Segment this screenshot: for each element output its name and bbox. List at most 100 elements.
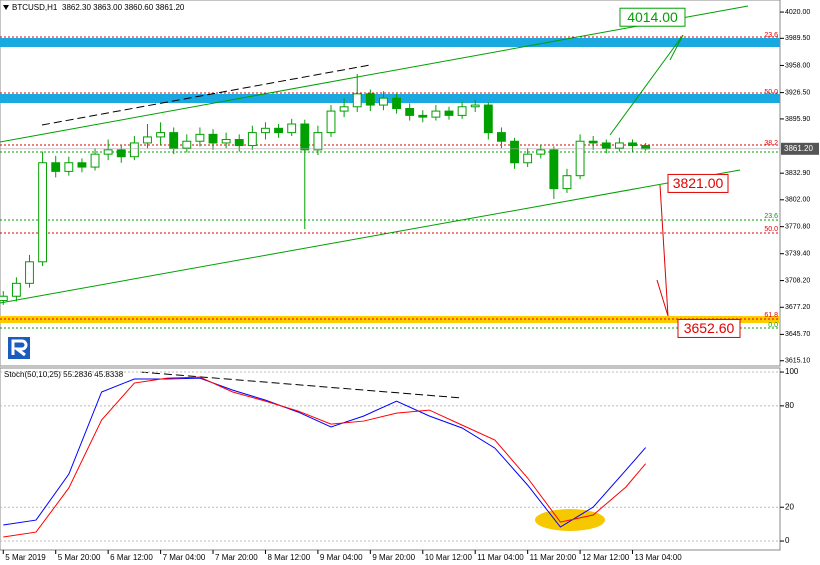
- candle-body: [444, 110, 454, 116]
- annotation-box: [677, 318, 741, 338]
- candle-body: [536, 149, 546, 155]
- annotation-box: [619, 7, 686, 27]
- y-tick-label: 100: [785, 367, 799, 376]
- candle-body: [510, 140, 519, 164]
- x-tick-label: 9 Mar 04:00: [320, 553, 363, 562]
- candle-body: [116, 149, 126, 158]
- y-tick-label: 3832.90: [785, 170, 810, 177]
- y-tick-label: 3708.20: [785, 277, 810, 284]
- candle-body: [457, 106, 467, 116]
- last-price-box: [781, 142, 819, 155]
- candle-body: [261, 127, 270, 134]
- divergence-line: [139, 371, 463, 399]
- candle-body: [418, 114, 428, 118]
- candle-body: [247, 132, 257, 147]
- annotation-label: 3821.00: [673, 175, 724, 191]
- fib-label: 61.8: [764, 312, 778, 319]
- candle-body: [195, 133, 205, 142]
- y-tick-label: 3989.50: [785, 35, 810, 42]
- x-tick-label: 8 Mar 12:00: [267, 553, 310, 562]
- symbol: BTCUSD,H1: [12, 3, 58, 12]
- y-tick-label: 3645.70: [785, 331, 810, 338]
- fib-label: 23.6: [764, 32, 778, 39]
- x-tick-label: 13 Mar 04:00: [635, 553, 683, 562]
- candle-body: [339, 106, 349, 112]
- candle-body: [208, 133, 218, 144]
- fib-labels: 23.6 50.0 38.2 23.6 50.0 61.8 0.0: [764, 32, 778, 329]
- arrow-head: [669, 34, 684, 61]
- candle-body: [614, 142, 624, 149]
- candle-body: [326, 110, 336, 134]
- candle-body: [405, 108, 415, 116]
- resistance-zone: [0, 38, 780, 47]
- y-tick-label: 3802.00: [785, 197, 810, 204]
- candle-body: [470, 104, 480, 108]
- price-panel: [0, 0, 781, 367]
- menu-arrow: [3, 5, 9, 10]
- x-tick-label: 7 Mar 04:00: [163, 553, 206, 562]
- annotations: 4014.00 3821.00 3652.60: [619, 7, 741, 338]
- x-tick-label: 7 Mar 20:00: [215, 553, 258, 562]
- arrow-down: [659, 184, 669, 317]
- candle-body: [392, 97, 401, 110]
- candle-body: [11, 282, 21, 297]
- annotation-label: 3652.60: [684, 320, 735, 336]
- annotation-box: [667, 173, 729, 193]
- logo: [8, 337, 30, 359]
- quote: 3862.30 3863.00 3860.60 3861.20: [62, 3, 185, 12]
- candle-body: [143, 136, 152, 144]
- channel-lower: [0, 169, 741, 304]
- last-price-label: 3861.20: [784, 144, 813, 153]
- arrows-down: [656, 184, 669, 317]
- x-tick-label: 5 Mar 2019: [5, 553, 46, 562]
- candle-body: [287, 123, 297, 134]
- candle-body: [169, 132, 179, 149]
- y-tick-label: 80: [785, 401, 794, 410]
- fib-label: 50.0: [764, 226, 778, 233]
- candle-body: [274, 127, 284, 134]
- candle-body: [64, 162, 74, 172]
- candle-body: [575, 140, 585, 177]
- y-tick-label: 3615.10: [785, 358, 810, 365]
- candle-body: [601, 142, 611, 149]
- fib-label: 23.6: [764, 213, 778, 220]
- x-tick-label: 6 Mar 12:00: [110, 553, 153, 562]
- candle-body: [25, 261, 34, 284]
- candle-body: [496, 132, 506, 142]
- arrow-up: [609, 34, 684, 136]
- candle-body: [588, 140, 598, 144]
- candle-body: [51, 162, 61, 172]
- candle-body: [129, 142, 139, 158]
- stoch-line: [3, 377, 647, 528]
- channel: [0, 5, 749, 304]
- stoch-title: Stoch(50,10,25) 55.2836 45.8338: [4, 370, 124, 379]
- candle-body: [38, 162, 48, 263]
- candle-body: [562, 175, 572, 190]
- y-tick-label: 20: [785, 502, 794, 511]
- stoch-panel: [0, 367, 781, 551]
- fib-label: 0.0: [768, 322, 778, 329]
- candle-body: [379, 97, 388, 106]
- candle-body: [90, 153, 100, 168]
- logo-mark: [11, 339, 28, 357]
- candle-body: [182, 140, 192, 149]
- annotation-label: 4014.00: [627, 9, 678, 25]
- y-tick-label: 3895.90: [785, 116, 810, 123]
- candle-body: [156, 132, 166, 138]
- x-tick-label: 5 Mar 20:00: [58, 553, 101, 562]
- resistance-zone: [0, 94, 780, 103]
- candle-body: [313, 132, 323, 151]
- candle-body: [221, 139, 231, 144]
- y-tick-label: 3677.20: [785, 304, 810, 311]
- y-tick-label: 3926.50: [785, 89, 810, 96]
- y-tick-label: 4020.00: [785, 9, 810, 16]
- x-tick-label: 11 Mar 04:00: [477, 553, 524, 562]
- candle-body: [234, 139, 244, 147]
- candle-body: [549, 149, 559, 190]
- candle-body: [103, 149, 113, 155]
- x-tick-label: 10 Mar 12:00: [425, 553, 473, 562]
- candle-body: [77, 162, 87, 168]
- x-tick-label: 12 Mar 12:00: [582, 553, 630, 562]
- y-tick-label: 0: [785, 536, 790, 545]
- fib-label: 38.2: [764, 140, 778, 147]
